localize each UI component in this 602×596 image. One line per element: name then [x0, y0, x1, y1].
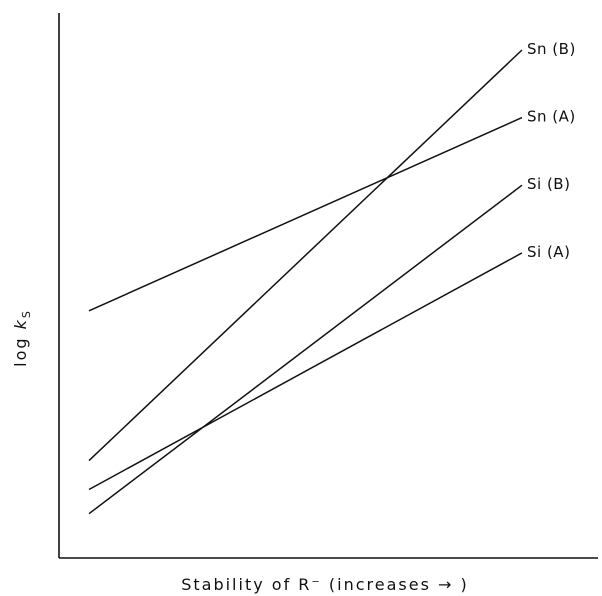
series-label-sn-a: Sn (A): [527, 108, 576, 126]
series-line-si-b: [88, 184, 523, 515]
x-axis-label: Stability of R⁻ (increases → ): [181, 575, 469, 594]
y-axis-label: log kS: [11, 309, 33, 367]
series-group: [88, 49, 523, 515]
axes: [58, 13, 598, 559]
series-line-sn-b: [88, 49, 523, 462]
series-label-si-a: Si (A): [527, 243, 570, 261]
series-line-sn-a: [88, 116, 523, 312]
series-label-si-b: Si (B): [527, 175, 570, 193]
series-line-si-a: [88, 252, 523, 491]
series-label-sn-b: Sn (B): [527, 40, 576, 58]
series-labels: Sn (B) Sn (A) Si (B) Si (A): [527, 40, 576, 261]
